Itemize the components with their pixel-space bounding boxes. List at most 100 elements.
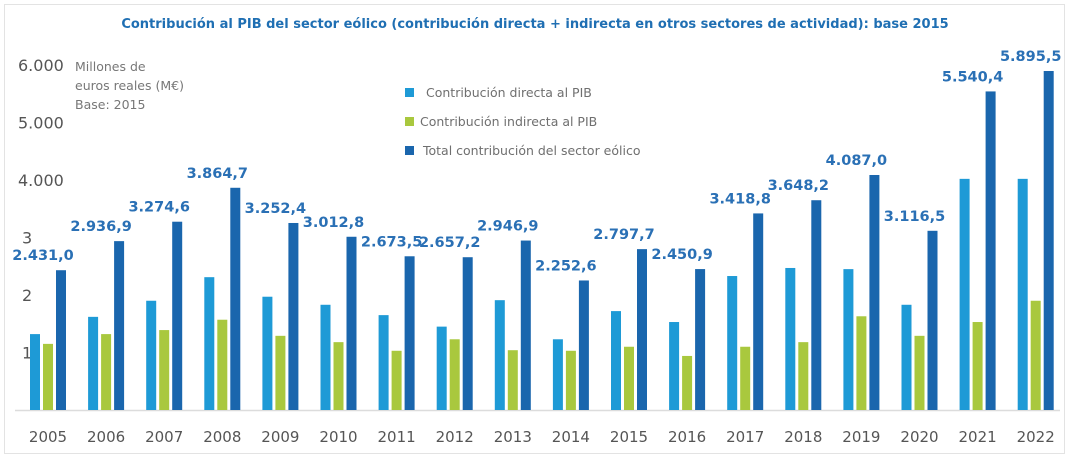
- bar-direct: [901, 304, 912, 410]
- bar-direct: [669, 322, 680, 410]
- y-axis-unit-note: Millones de euros reales (M€) Base: 2015: [75, 57, 184, 114]
- data-label-total: 5.540,4: [942, 69, 1003, 85]
- bar-direct: [959, 178, 970, 410]
- bar-total: [695, 269, 706, 410]
- bar-direct: [611, 311, 621, 410]
- bar-indirect: [159, 330, 170, 410]
- x-tick-label: 2006: [87, 428, 125, 446]
- bar-indirect: [391, 350, 402, 410]
- bar-direct: [88, 316, 99, 410]
- x-tick-label: 2022: [1017, 428, 1055, 446]
- data-label-total: 3.116,5: [884, 209, 945, 225]
- bar-total: [172, 221, 183, 410]
- bar-total: [753, 213, 764, 410]
- data-label-total: 2.797,7: [593, 227, 654, 243]
- bar-total: [927, 230, 938, 410]
- bar-indirect: [682, 355, 693, 410]
- bar-total: [288, 222, 299, 410]
- x-tick-label: 2005: [29, 428, 67, 446]
- x-tick-label: 2020: [900, 428, 938, 446]
- legend-label-total: Total contribución del sector eólico: [423, 143, 641, 158]
- data-label-total: 2.673,5: [361, 234, 422, 250]
- data-label-total: 3.864,7: [187, 166, 248, 182]
- x-tick-label: 2021: [959, 428, 997, 446]
- bar-direct: [320, 304, 331, 410]
- bar-direct: [262, 296, 273, 410]
- bar-direct: [552, 339, 563, 410]
- bar-indirect: [449, 339, 460, 410]
- data-label-total: 3.012,8: [303, 215, 364, 231]
- bar-direct: [204, 277, 215, 410]
- bar-total: [578, 280, 589, 410]
- legend-item-direct: Contribución directa al PIB: [405, 85, 592, 100]
- data-label-total: 2.936,9: [70, 219, 131, 235]
- x-tick-label: 2017: [726, 428, 764, 446]
- bar-total: [346, 236, 357, 410]
- bar-direct: [727, 276, 738, 410]
- legend-item-indirect: Contribución indirecta al PIB: [405, 114, 597, 129]
- y-tick-label: 1: [22, 344, 32, 363]
- bar-direct: [843, 269, 854, 410]
- data-label-total: 2.431,0: [12, 248, 73, 264]
- bar-indirect: [798, 342, 809, 410]
- data-label-total: 3.252,4: [245, 201, 306, 217]
- bar-indirect: [856, 316, 867, 410]
- data-label-total: 2.450,9: [651, 247, 712, 263]
- bar-total: [637, 249, 647, 410]
- chart-title: Contribución al PIB del sector eólico (c…: [121, 17, 949, 32]
- bar-total: [985, 91, 996, 410]
- bar-indirect: [914, 335, 925, 410]
- x-tick-label: 2011: [378, 428, 416, 446]
- x-tick-label: 2007: [145, 428, 183, 446]
- bar-total: [811, 200, 822, 410]
- bar-total: [1043, 71, 1054, 410]
- data-label-total: 3.274,6: [128, 200, 189, 216]
- x-tick-label: 2014: [552, 428, 590, 446]
- legend-item-total: Total contribución del sector eólico: [405, 143, 640, 158]
- bar-total: [230, 187, 241, 410]
- x-tick-label: 2015: [610, 428, 648, 446]
- bar-total: [869, 174, 880, 410]
- bar-total: [404, 256, 415, 410]
- bar-total: [114, 241, 125, 410]
- bar-indirect: [972, 322, 983, 410]
- bar-indirect: [217, 319, 228, 410]
- y-tick-label: 4.000: [18, 171, 64, 190]
- bar-direct: [378, 315, 389, 410]
- y-tick-label: 2: [22, 286, 32, 305]
- data-label-total: 3.418,8: [709, 191, 770, 207]
- legend-label-direct: Contribución directa al PIB: [426, 85, 592, 100]
- x-tick-label: 2013: [494, 428, 532, 446]
- x-tick-label: 2012: [436, 428, 474, 446]
- legend-label-indirect: Contribución indirecta al PIB: [420, 114, 598, 129]
- bar-total: [56, 270, 66, 410]
- data-label-total: 2.252,6: [535, 258, 596, 274]
- bar-direct: [1017, 178, 1028, 410]
- data-label-total: 4.087,0: [826, 153, 887, 169]
- legend-swatch-direct: [405, 88, 414, 97]
- unit-note-line: Millones de: [75, 59, 146, 74]
- bar-indirect: [624, 346, 634, 410]
- bar-direct: [30, 334, 40, 410]
- x-tick-label: 2018: [784, 428, 822, 446]
- bar-total: [462, 257, 473, 410]
- bar-indirect: [1030, 300, 1041, 410]
- data-label-total: 3.648,2: [768, 178, 829, 194]
- bar-direct: [785, 267, 796, 410]
- x-tick-label: 2010: [319, 428, 357, 446]
- bar-indirect: [333, 342, 344, 410]
- x-tick-label: 2019: [842, 428, 880, 446]
- bar-indirect: [101, 334, 112, 410]
- unit-note-line: Base: 2015: [75, 97, 146, 112]
- x-tick-label: 2009: [261, 428, 299, 446]
- x-tick-label: 2016: [668, 428, 706, 446]
- bar-direct: [146, 300, 157, 410]
- legend-swatch-total: [405, 146, 414, 155]
- data-label-total: 2.657,2: [419, 235, 480, 251]
- bar-direct: [436, 326, 447, 410]
- unit-note-line: euros reales (M€): [75, 78, 184, 93]
- bar-total: [520, 240, 531, 410]
- bar-indirect: [507, 350, 518, 410]
- y-tick-label: 5.000: [18, 114, 64, 133]
